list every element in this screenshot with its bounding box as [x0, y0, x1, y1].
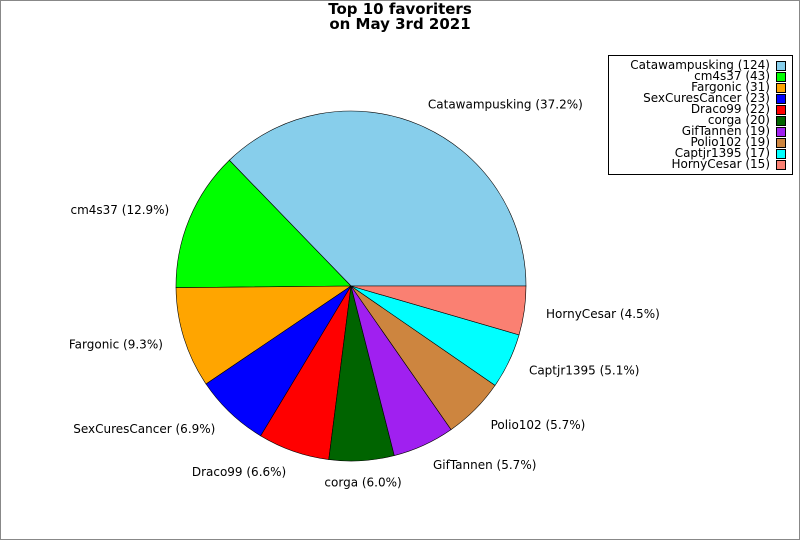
pie-slice-cm4s37 — [175, 159, 352, 288]
legend-swatch — [776, 104, 786, 115]
legend-label: corga (20) — [707, 113, 770, 127]
slice-label-cm4s37: cm4s37 (12.9%) — [71, 203, 170, 217]
legend-swatch — [776, 60, 786, 71]
slice-label-catawampusking: Catawampusking (37.2%) — [428, 98, 583, 112]
legend-swatch — [776, 126, 786, 137]
legend-swatch — [776, 82, 786, 93]
legend-entry-captjr1395: Captjr1395 (17) — [674, 146, 786, 160]
legend-swatch — [776, 115, 786, 126]
legend-entry-catawampusking: Catawampusking (124) — [630, 58, 786, 72]
legend-label: Catawampusking (124) — [630, 58, 770, 72]
pie-slice-catawampusking — [228, 110, 527, 287]
pie-slice-fargonic — [175, 285, 352, 385]
chart-title-line-2: on May 3rd 2021 — [329, 15, 471, 33]
legend-swatch — [776, 71, 786, 82]
legend-label: Draco99 (22) — [690, 102, 770, 116]
slice-label-draco99: Draco99 (6.6%) — [192, 465, 286, 479]
pie-slice-hornycesar — [350, 285, 527, 336]
slice-label-polio102: Polio102 (5.7%) — [491, 418, 586, 432]
legend-entry-giftannen: GifTannen (19) — [681, 124, 786, 138]
legend-swatch — [776, 93, 786, 104]
slice-label-fargonic: Fargonic (9.3%) — [69, 338, 163, 352]
legend: Catawampusking (124) cm4s37 (43) Fargonic … — [608, 55, 793, 175]
slice-label-captjr1395: Captjr1395 (5.1%) — [529, 364, 640, 378]
slice-label-sexcurescancer: SexCuresCancer (6.9%) — [73, 422, 215, 436]
legend-swatch — [776, 148, 786, 159]
chart-title: Top 10 favoriters on May 3rd 2021 — [1, 2, 799, 32]
legend-swatch — [776, 137, 786, 148]
legend-label: HornyCesar (15) — [671, 157, 770, 171]
legend-entry-sexcurescancer: SexCuresCancer (23) — [643, 91, 786, 105]
chart-title-line-1: Top 10 favoriters — [328, 0, 472, 18]
legend-label: cm4s37 (43) — [694, 69, 770, 83]
legend-entry-cm4s37: cm4s37 (43) — [694, 69, 786, 83]
legend-label: Fargonic (31) — [691, 80, 770, 94]
legend-entry-fargonic: Fargonic (31) — [691, 80, 786, 94]
slice-label-hornycesar: HornyCesar (4.5%) — [546, 307, 660, 321]
legend-swatch — [776, 159, 786, 170]
legend-entry-hornycesar: HornyCesar (15) — [671, 157, 786, 171]
legend-entry-draco99: Draco99 (22) — [690, 102, 786, 116]
legend-entry-corga: corga (20) — [707, 113, 786, 127]
legend-label: GifTannen (19) — [681, 124, 770, 138]
legend-label: Captjr1395 (17) — [674, 146, 770, 160]
legend-entry-polio102: Polio102 (19) — [690, 135, 786, 149]
slice-label-corga: corga (6.0%) — [324, 476, 401, 490]
slice-label-giftannen: GifTannen (5.7%) — [433, 458, 536, 472]
legend-label: Polio102 (19) — [690, 135, 770, 149]
legend-label: SexCuresCancer (23) — [643, 91, 770, 105]
